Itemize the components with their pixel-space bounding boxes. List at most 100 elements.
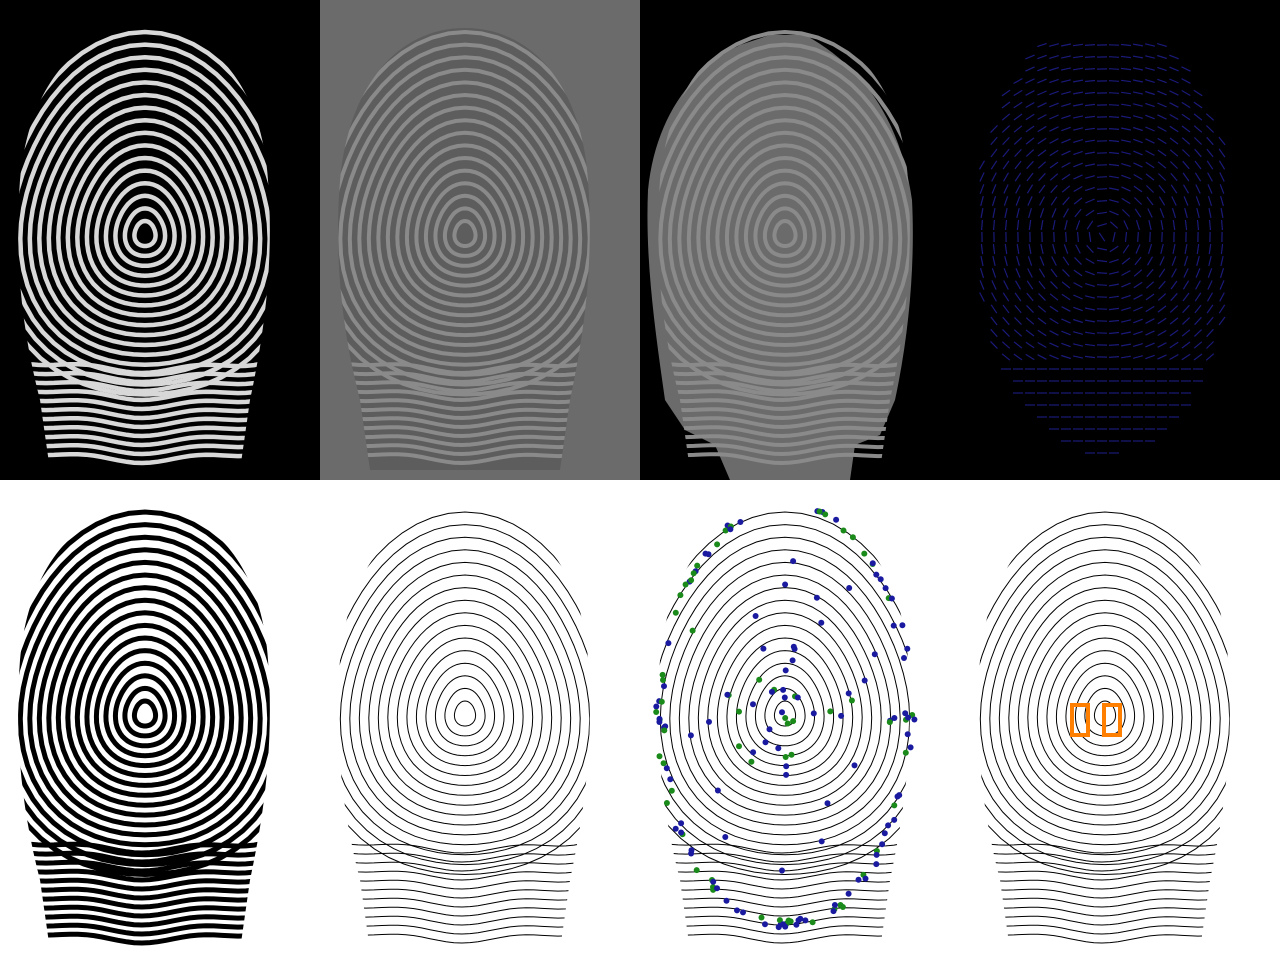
bifurcation-point xyxy=(748,758,755,765)
bifurcation-point xyxy=(822,511,829,518)
bifurcation-point xyxy=(787,918,794,925)
termination-point xyxy=(710,878,717,885)
termination-point xyxy=(678,820,685,827)
termination-point xyxy=(702,550,709,557)
termination-point xyxy=(687,732,694,739)
termination-point xyxy=(661,683,667,690)
bifurcation-point xyxy=(668,787,675,794)
termination-point xyxy=(780,921,787,928)
minutiae-points xyxy=(640,480,960,960)
termination-point xyxy=(653,703,660,710)
ridge-pattern xyxy=(338,29,590,466)
bifurcation-point xyxy=(784,720,791,727)
termination-point xyxy=(885,822,892,829)
thinned-skeleton xyxy=(320,480,640,960)
termination-point xyxy=(888,595,895,602)
termination-point xyxy=(904,645,911,652)
orientation-field-panel xyxy=(960,0,1280,480)
termination-point xyxy=(667,776,674,783)
bifurcation-point xyxy=(736,708,742,715)
termination-point xyxy=(678,829,685,836)
termination-point xyxy=(901,655,907,661)
termination-point xyxy=(824,800,831,807)
termination-point xyxy=(762,921,768,928)
bifurcation-point xyxy=(714,541,721,548)
termination-point xyxy=(830,908,837,915)
bifurcation-point xyxy=(722,527,729,534)
orientation-lines xyxy=(978,42,1226,454)
termination-point xyxy=(831,902,838,908)
termination-point xyxy=(862,875,869,882)
termination-point xyxy=(882,585,889,592)
termination-point xyxy=(877,576,884,583)
termination-point xyxy=(656,719,663,725)
bifurcation-point xyxy=(660,677,666,683)
termination-point xyxy=(723,897,730,904)
termination-point xyxy=(688,850,695,857)
ridge-pattern xyxy=(658,29,910,466)
bifurcation-point xyxy=(690,570,697,577)
termination-point xyxy=(780,686,787,693)
bifurcation-point xyxy=(677,592,684,599)
bifurcation-point xyxy=(837,902,844,908)
normalized-fingerprint xyxy=(320,0,640,480)
termination-point xyxy=(911,716,918,723)
termination-point xyxy=(905,714,912,721)
bifurcation-point xyxy=(658,698,665,705)
binarized-fingerprint xyxy=(0,480,320,960)
termination-point xyxy=(779,867,785,874)
termination-point xyxy=(904,731,911,738)
termination-point xyxy=(797,915,804,922)
bifurcation-point xyxy=(827,708,834,715)
bifurcation-point xyxy=(816,508,823,515)
termination-point xyxy=(855,876,862,883)
bifurcation-point xyxy=(790,718,797,725)
termination-point xyxy=(873,571,880,578)
termination-point xyxy=(740,909,746,916)
binarized-fingerprint-panel xyxy=(0,480,320,960)
termination-point xyxy=(672,825,679,832)
bifurcation-point xyxy=(660,760,667,767)
termination-point xyxy=(665,640,672,647)
termination-point xyxy=(722,834,729,840)
termination-point xyxy=(833,516,840,523)
bifurcation-point xyxy=(809,919,816,926)
termination-point xyxy=(873,851,880,858)
termination-point xyxy=(907,744,914,751)
termination-point xyxy=(891,816,898,823)
termination-point xyxy=(838,712,845,719)
bifurcation-point xyxy=(736,743,742,750)
termination-point xyxy=(737,519,744,525)
bifurcation-point xyxy=(672,609,679,616)
termination-point xyxy=(752,613,759,619)
termination-point xyxy=(782,581,789,588)
termination-point xyxy=(781,694,788,701)
termination-point xyxy=(775,924,782,931)
bifurcation-point xyxy=(776,917,783,924)
bifurcation-point xyxy=(849,534,856,541)
termination-point xyxy=(714,787,721,794)
bifurcation-point xyxy=(758,914,765,921)
segmented-fingerprint-panel xyxy=(640,0,960,480)
termination-point xyxy=(714,885,720,892)
bifurcation-point xyxy=(891,802,898,809)
termination-point xyxy=(896,792,903,799)
ridge-pattern xyxy=(18,29,270,466)
termination-point xyxy=(775,745,782,752)
termination-point xyxy=(813,594,820,601)
singular-points-panel xyxy=(960,480,1280,960)
minutiae-points-panel xyxy=(640,480,960,960)
normalized-fingerprint-panel xyxy=(320,0,640,480)
termination-point xyxy=(899,622,906,629)
termination-point xyxy=(881,830,888,837)
termination-point xyxy=(861,677,868,684)
bifurcation-point xyxy=(861,550,868,557)
termination-point xyxy=(790,558,797,565)
original-fingerprint xyxy=(0,0,320,480)
termination-point xyxy=(783,763,790,770)
original-fingerprint-panel xyxy=(0,0,320,480)
termination-point xyxy=(766,726,773,733)
ridge-pattern xyxy=(18,509,270,946)
termination-point xyxy=(762,739,769,746)
bifurcation-point xyxy=(782,754,789,760)
